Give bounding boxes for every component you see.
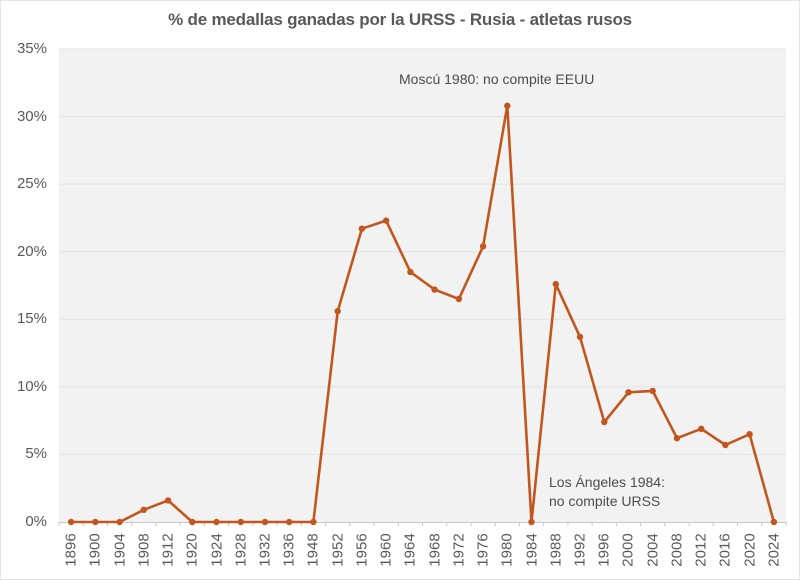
x-tick-label-1972: 1972: [450, 533, 468, 567]
data-point-1948: [310, 518, 317, 526]
x-tick-label-1900: 1900: [86, 533, 104, 567]
chart-title: % de medallas ganadas por la URSS - Rusi…: [168, 10, 632, 29]
x-tick-label-2024: 2024: [765, 533, 783, 567]
annotation-los-angeles-line1: Los Ángeles 1984:: [549, 474, 665, 490]
data-point-1936: [286, 518, 293, 526]
x-tick-label-2004: 2004: [644, 533, 662, 567]
data-point-1896: [67, 518, 75, 526]
y-tick-label-20pct: 20%: [16, 242, 47, 260]
data-point-2000: [625, 389, 632, 396]
data-point-1996: [601, 418, 608, 426]
x-tick-label-1928: 1928: [232, 533, 250, 567]
data-point-1960: [382, 217, 390, 224]
y-tick-label-30pct: 30%: [16, 107, 47, 125]
data-point-2008: [673, 435, 681, 442]
x-tick-label-1948: 1948: [304, 533, 322, 567]
data-point-1956: [358, 225, 366, 232]
x-tick-label-1952: 1952: [329, 533, 347, 567]
data-point-2020: [746, 431, 753, 438]
y-tick-label-5pct: 5%: [25, 445, 47, 463]
x-tick-label-1936: 1936: [280, 533, 298, 567]
annotation-los-angeles-line2: no compite URSS: [549, 493, 661, 509]
x-tick-label-1996: 1996: [595, 533, 613, 567]
data-point-1908: [140, 506, 147, 513]
data-point-2004: [649, 387, 656, 395]
x-tick-label-1980: 1980: [498, 533, 516, 567]
x-tick-label-1984: 1984: [523, 533, 541, 567]
x-tick-label-1912: 1912: [159, 533, 177, 567]
data-point-1968: [431, 286, 438, 293]
y-tick-label-15pct: 15%: [16, 310, 47, 328]
x-tick-label-2008: 2008: [668, 533, 686, 567]
data-point-1952: [334, 308, 341, 315]
data-point-1924: [213, 518, 220, 526]
data-point-1964: [407, 268, 414, 276]
data-point-2016: [722, 441, 729, 449]
data-line-series: [69, 104, 776, 524]
x-tick-label-1924: 1924: [208, 533, 226, 567]
x-tick-label-1904: 1904: [111, 533, 129, 567]
data-point-1988: [552, 280, 559, 288]
x-tick-label-1992: 1992: [571, 533, 589, 567]
x-tick-label-1932: 1932: [256, 533, 274, 567]
x-tick-label-1960: 1960: [377, 533, 395, 567]
x-tick-label-2016: 2016: [716, 533, 734, 567]
data-point-1912: [164, 497, 172, 504]
data-point-1932: [261, 518, 269, 526]
data-point-1928: [237, 518, 244, 526]
data-point-1984: [528, 518, 535, 526]
data-point-1976: [479, 243, 487, 250]
data-point-1992: [576, 333, 584, 341]
data-point-2012: [698, 425, 705, 432]
plot-area-background: [59, 49, 786, 522]
x-tick-label-1976: 1976: [474, 533, 492, 567]
x-tick-label-1968: 1968: [426, 533, 444, 567]
x-tick-label-1956: 1956: [353, 533, 371, 567]
data-point-1920: [189, 518, 196, 526]
x-tick-label-1988: 1988: [547, 533, 565, 567]
x-tick-label-1964: 1964: [401, 533, 419, 567]
data-point-2024: [770, 518, 778, 526]
y-tick-label-25pct: 25%: [16, 175, 47, 193]
x-tick-label-2000: 2000: [619, 533, 637, 567]
data-point-1900: [92, 518, 99, 526]
x-tick-label-1896: 1896: [62, 533, 80, 567]
annotation-moscow-1980: Moscú 1980: no compite EEUU: [399, 71, 595, 87]
x-tick-label-2020: 2020: [741, 533, 759, 567]
y-tick-label-35pct: 35%: [16, 40, 47, 57]
data-point-1904: [116, 518, 123, 526]
x-tick-label-1908: 1908: [135, 533, 153, 567]
data-point-1980: [504, 102, 511, 110]
y-tick-label-10pct: 10%: [16, 377, 47, 395]
x-tick-label-1920: 1920: [183, 533, 201, 567]
x-tick-label-2012: 2012: [692, 533, 710, 567]
annotation-los-angeles-1984: Los Ángeles 1984: no compite URSS: [549, 473, 665, 511]
data-point-1972: [455, 295, 463, 303]
y-tick-label-0pct: 0%: [25, 513, 47, 530]
